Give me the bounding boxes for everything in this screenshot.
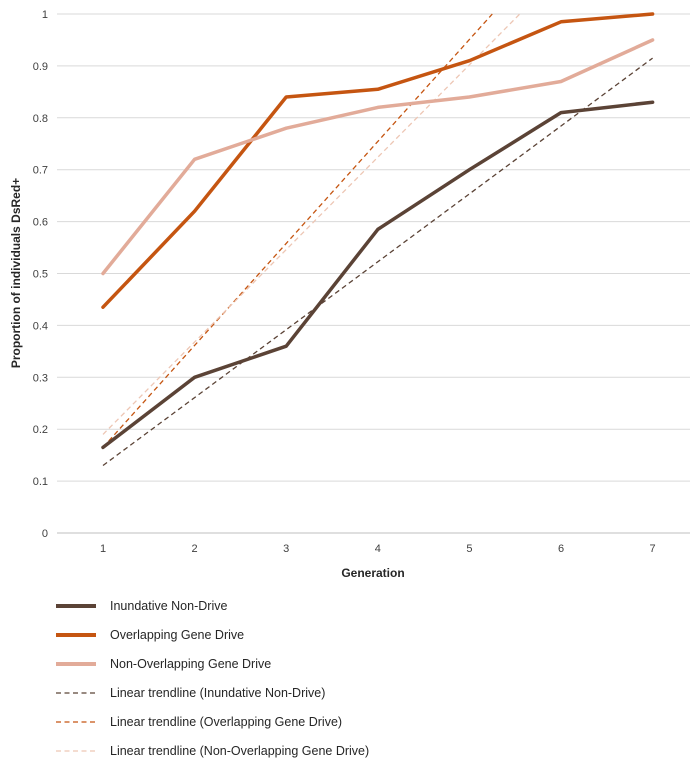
legend-item-non-overlapping-gene-drive: Non-Overlapping Gene Drive: [55, 649, 700, 678]
x-axis-title: Generation: [341, 566, 405, 580]
series-inundative-non-drive: [101, 100, 655, 450]
y-tick-label: 0.5: [33, 269, 48, 281]
legend-item-trend-inundative-non-drive: Linear trendline (Inundative Non-Drive): [55, 678, 700, 707]
plot-canvas: 0 0.1 0.2 0.3 0.4 0.5 0.6 0.7 0.8 0.9 1 1 2 3 4 5 6 7: [33, 9, 690, 555]
legend-label-trend-non-overlapping-gene-drive: Linear trendline (Non-Overlapping Gene D…: [110, 743, 370, 758]
y-tick-label: 0.8: [33, 113, 48, 125]
series-non-overlapping-gene-drive: [101, 38, 655, 276]
legend-label-trend-inundative-non-drive: Linear trendline (Inundative Non-Drive): [110, 685, 326, 700]
y-tick-label: 1: [42, 9, 48, 21]
legend-line-sample-trend-inundative-non-drive: [56, 691, 96, 694]
y-tick-label: 0.1: [33, 476, 48, 488]
y-tick-label: 0.2: [33, 424, 48, 436]
legend-line-sample-trend-overlapping-gene-drive: [56, 720, 96, 723]
y-tick-label: 0.7: [33, 165, 48, 177]
legend-label-inundative-non-drive: Inundative Non-Drive: [110, 598, 228, 613]
legend-label-non-overlapping-gene-drive: Non-Overlapping Gene Drive: [110, 656, 272, 671]
legend-item-overlapping-gene-drive: Overlapping Gene Drive: [55, 620, 700, 649]
chart-legend: Inundative Non-Drive Overlapping Gene Dri…: [0, 585, 700, 765]
line-chart: 0 0.1 0.2 0.3 0.4 0.5 0.6 0.7 0.8 0.9 1 1 2 3 4 5 6 7 Pro…: [9, 9, 690, 580]
y-axis-title: Proportion of individuals DsRed+: [9, 177, 23, 369]
y-tick-label: 0.4: [33, 320, 48, 332]
legend-line-sample-trend-non-overlapping-gene-drive: [56, 749, 96, 752]
legend-line-sample-inundative-non-drive: [56, 603, 96, 608]
x-tick-label: 1: [100, 543, 106, 555]
legend-label-overlapping-gene-drive: Overlapping Gene Drive: [110, 627, 245, 642]
x-tick-label: 2: [192, 543, 198, 555]
series-trend-overlapping-gene-drive: [102, 13, 493, 448]
legend-label-trend-overlapping-gene-drive: Linear trendline (Overlapping Gene Drive…: [110, 714, 343, 729]
x-tick-label: 4: [375, 543, 381, 555]
x-tick-label: 5: [466, 543, 472, 555]
y-tick-label: 0.6: [33, 217, 48, 229]
series-trend-inundative-non-drive: [102, 57, 653, 467]
x-tick-label: 6: [558, 543, 564, 555]
legend-item-inundative-non-drive: Inundative Non-Drive: [55, 591, 700, 620]
x-tick-label: 3: [283, 543, 289, 555]
y-tick-label: 0.9: [33, 61, 48, 73]
legend-item-trend-overlapping-gene-drive: Linear trendline (Overlapping Gene Drive…: [55, 707, 700, 736]
series-trend-non-overlapping-gene-drive: [102, 13, 521, 435]
legend-line-sample-non-overlapping-gene-drive: [56, 661, 96, 666]
legend-item-trend-non-overlapping-gene-drive: Linear trendline (Non-Overlapping Gene D…: [55, 736, 700, 765]
series-overlapping-gene-drive: [101, 12, 655, 309]
y-tick-label: 0: [42, 528, 48, 540]
legend-line-sample-overlapping-gene-drive: [56, 632, 96, 637]
y-tick-label: 0.3: [33, 372, 48, 384]
x-tick-label: 7: [650, 543, 656, 555]
